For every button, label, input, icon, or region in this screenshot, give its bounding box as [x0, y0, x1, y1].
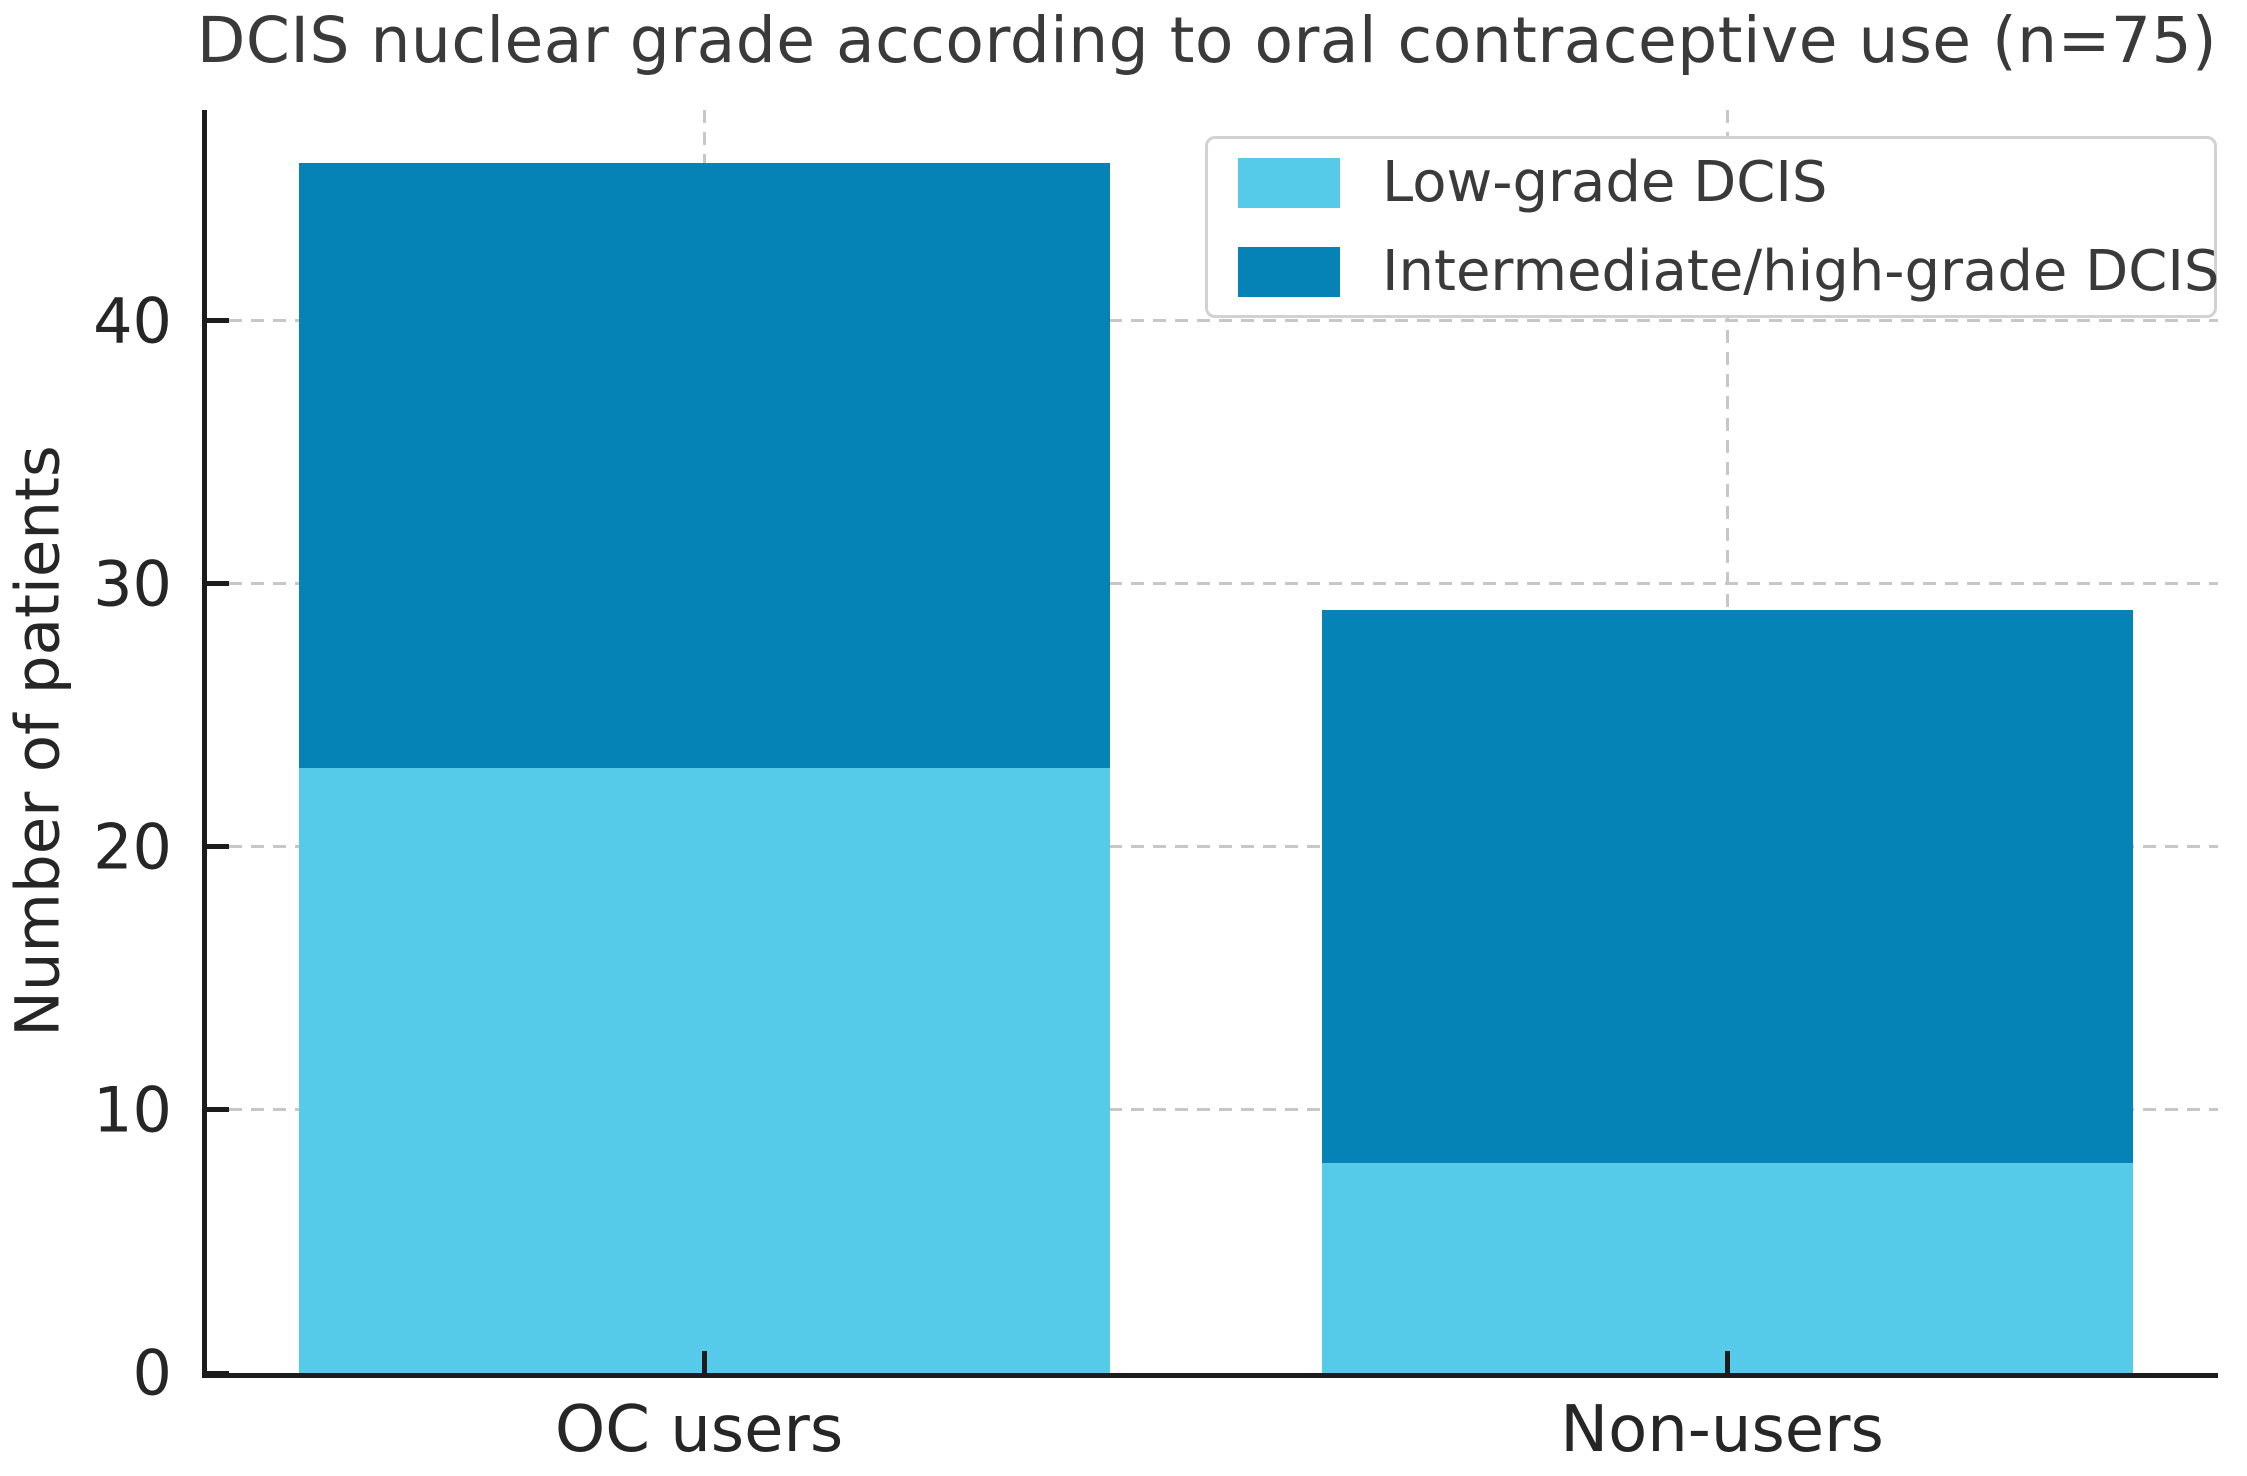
x-tick-mark: [1724, 1351, 1730, 1373]
chart-title: DCIS nuclear grade according to oral con…: [196, 4, 2218, 77]
bar-segment-low-grade-dcis-oc-users: [298, 767, 1110, 1373]
legend-swatch-low-grade-dcis: [1238, 157, 1340, 208]
legend-label: Low-grade DCIS: [1382, 150, 1828, 215]
h-gridline: [207, 1108, 2218, 1112]
x-tick-label-oc-users: OC users: [554, 1393, 844, 1467]
y-tick-mark: [207, 1107, 229, 1113]
y-tick-label: 10: [93, 1073, 172, 1147]
legend-swatch-intermediate-high-grade-dcis: [1238, 246, 1340, 297]
x-tick-label-non-users: Non-users: [1560, 1393, 1884, 1467]
y-axis-label: Number of patients: [2, 445, 74, 1037]
legend-row-intermediate-high-grade-dcis: Intermediate/high-grade DCIS: [1238, 239, 2219, 304]
bar-segment-intermediate-high-grade-dcis-oc-users: [298, 162, 1110, 768]
y-tick-label: 0: [132, 1336, 172, 1410]
y-tick-mark: [207, 1370, 229, 1376]
h-gridline: [207, 845, 2218, 849]
h-gridline: [207, 319, 2218, 322]
y-tick-label: 30: [93, 547, 172, 621]
y-tick-mark: [207, 318, 229, 323]
y-tick-mark: [207, 581, 229, 587]
bar-segment-low-grade-dcis-non-users: [1321, 1162, 2133, 1373]
legend-row-low-grade-dcis: Low-grade DCIS: [1238, 150, 2214, 215]
plot-area: [202, 110, 2218, 1378]
y-tick-mark: [207, 844, 229, 850]
h-gridline: [207, 582, 2218, 586]
bar-segment-intermediate-high-grade-dcis-non-users: [1321, 609, 2133, 1163]
legend: Low-grade DCIS Intermediate/high-grade DC…: [1205, 136, 2219, 318]
y-tick-label: 20: [93, 810, 172, 884]
legend-label: Intermediate/high-grade DCIS: [1382, 239, 2220, 304]
y-tick-label: 40: [93, 284, 172, 357]
x-tick-mark: [701, 1351, 707, 1373]
